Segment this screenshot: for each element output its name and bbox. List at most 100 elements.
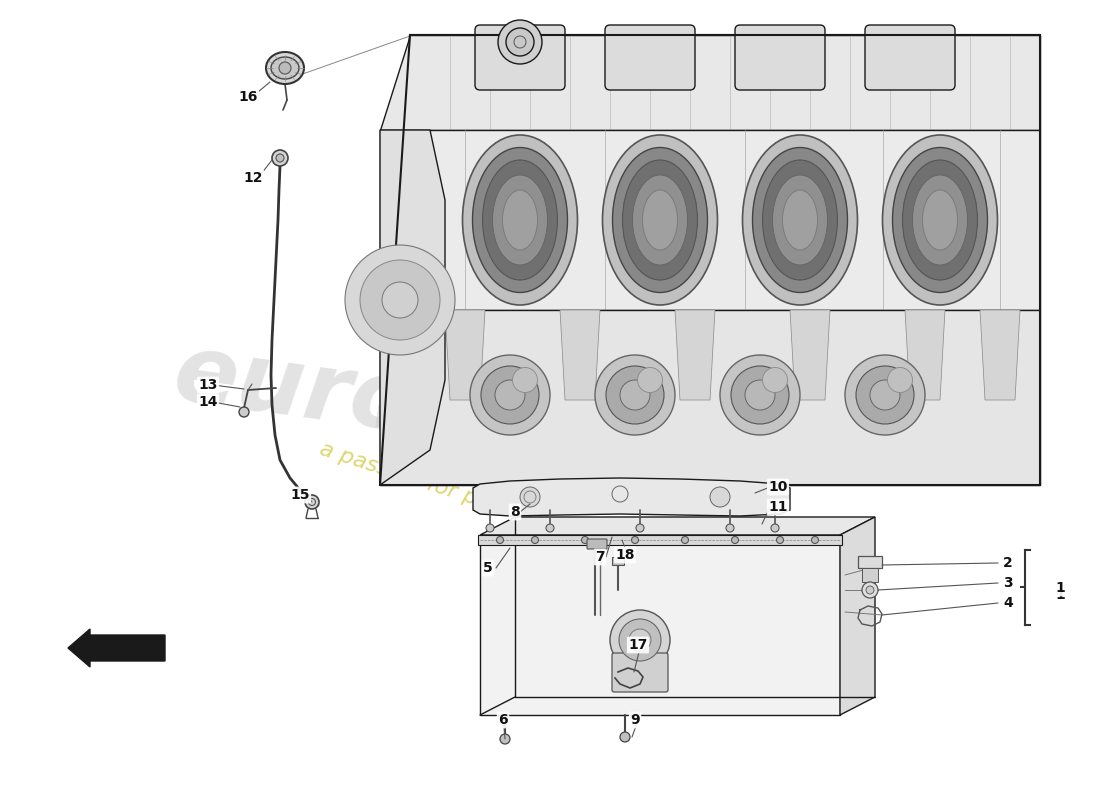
Text: a passion for parts since 1985: a passion for parts since 1985 xyxy=(317,438,644,562)
Ellipse shape xyxy=(902,160,978,280)
Circle shape xyxy=(620,732,630,742)
Text: 9: 9 xyxy=(630,713,640,727)
Circle shape xyxy=(866,586,874,594)
Text: 13: 13 xyxy=(198,378,218,392)
Ellipse shape xyxy=(752,147,847,293)
Circle shape xyxy=(486,524,494,532)
Polygon shape xyxy=(560,310,600,400)
Text: 5: 5 xyxy=(483,561,493,575)
Polygon shape xyxy=(675,310,715,400)
Circle shape xyxy=(726,524,734,532)
Circle shape xyxy=(305,495,319,509)
Text: 2: 2 xyxy=(1003,556,1013,570)
Circle shape xyxy=(531,537,539,543)
Ellipse shape xyxy=(623,160,697,280)
Text: euro: euro xyxy=(168,327,421,453)
Ellipse shape xyxy=(772,175,827,265)
FancyBboxPatch shape xyxy=(735,25,825,90)
Circle shape xyxy=(520,487,540,507)
Text: 16: 16 xyxy=(239,90,257,104)
Ellipse shape xyxy=(762,367,788,393)
Circle shape xyxy=(636,524,644,532)
Text: 11: 11 xyxy=(768,500,788,514)
Polygon shape xyxy=(379,130,1040,310)
Circle shape xyxy=(862,582,878,598)
Polygon shape xyxy=(379,310,1040,485)
Text: 15: 15 xyxy=(290,488,310,502)
Polygon shape xyxy=(790,310,830,400)
Ellipse shape xyxy=(483,160,558,280)
Ellipse shape xyxy=(742,135,858,305)
Text: .: . xyxy=(360,338,420,458)
Text: 17: 17 xyxy=(628,638,648,652)
Ellipse shape xyxy=(481,366,539,424)
Ellipse shape xyxy=(610,610,670,670)
Circle shape xyxy=(382,282,418,318)
Ellipse shape xyxy=(856,366,914,424)
Ellipse shape xyxy=(845,355,925,435)
Circle shape xyxy=(272,150,288,166)
Ellipse shape xyxy=(493,175,548,265)
Ellipse shape xyxy=(745,380,776,410)
Text: 7: 7 xyxy=(595,550,605,564)
Polygon shape xyxy=(980,310,1020,400)
Bar xyxy=(612,557,624,565)
Circle shape xyxy=(500,734,510,744)
Circle shape xyxy=(812,537,818,543)
Text: 14: 14 xyxy=(198,395,218,409)
Ellipse shape xyxy=(762,160,837,280)
Circle shape xyxy=(582,537,588,543)
Ellipse shape xyxy=(923,190,957,250)
Ellipse shape xyxy=(882,135,998,305)
Polygon shape xyxy=(480,535,840,715)
Ellipse shape xyxy=(620,380,650,410)
Ellipse shape xyxy=(888,367,913,393)
Text: 4: 4 xyxy=(1003,596,1013,610)
Circle shape xyxy=(631,537,638,543)
Polygon shape xyxy=(68,629,165,667)
Circle shape xyxy=(496,537,504,543)
Text: 8: 8 xyxy=(510,505,520,519)
Ellipse shape xyxy=(892,147,988,293)
Text: 6: 6 xyxy=(498,713,508,727)
Text: es: es xyxy=(414,351,546,459)
Polygon shape xyxy=(446,310,485,400)
Text: 18: 18 xyxy=(615,548,635,562)
Circle shape xyxy=(498,20,542,64)
Ellipse shape xyxy=(595,355,675,435)
FancyBboxPatch shape xyxy=(865,25,955,90)
FancyBboxPatch shape xyxy=(475,25,565,90)
Polygon shape xyxy=(379,35,1040,130)
Circle shape xyxy=(771,524,779,532)
Ellipse shape xyxy=(870,380,900,410)
Ellipse shape xyxy=(720,355,800,435)
FancyBboxPatch shape xyxy=(612,653,668,692)
Ellipse shape xyxy=(271,57,299,79)
Ellipse shape xyxy=(619,619,661,661)
Circle shape xyxy=(345,245,455,355)
Ellipse shape xyxy=(613,147,707,293)
Polygon shape xyxy=(905,310,945,400)
Ellipse shape xyxy=(606,366,664,424)
Bar xyxy=(858,556,882,568)
Circle shape xyxy=(777,537,783,543)
Text: 1: 1 xyxy=(1055,581,1065,595)
Ellipse shape xyxy=(513,367,538,393)
Ellipse shape xyxy=(603,135,717,305)
Circle shape xyxy=(732,537,738,543)
Polygon shape xyxy=(379,35,1040,485)
Polygon shape xyxy=(478,535,842,545)
Ellipse shape xyxy=(642,190,678,250)
FancyBboxPatch shape xyxy=(587,539,607,549)
Circle shape xyxy=(239,407,249,417)
Text: 3: 3 xyxy=(1003,576,1013,590)
Ellipse shape xyxy=(503,190,538,250)
Ellipse shape xyxy=(470,355,550,435)
Ellipse shape xyxy=(732,366,789,424)
Ellipse shape xyxy=(495,380,525,410)
Text: 1: 1 xyxy=(1055,588,1065,602)
Polygon shape xyxy=(379,130,446,485)
Bar xyxy=(862,568,878,582)
Ellipse shape xyxy=(462,135,578,305)
Ellipse shape xyxy=(629,629,651,651)
